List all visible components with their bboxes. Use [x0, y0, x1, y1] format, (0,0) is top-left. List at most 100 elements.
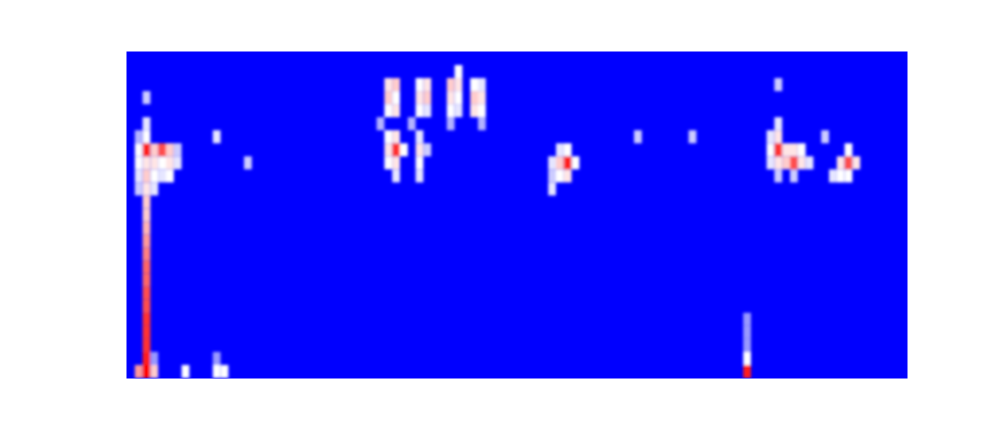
cell: [556, 169, 564, 182]
cell: [158, 156, 166, 169]
cell: [447, 117, 455, 130]
cell: [213, 365, 221, 378]
cell: [143, 91, 151, 104]
cell: [143, 235, 151, 248]
cell: [174, 156, 182, 169]
cell: [548, 156, 556, 169]
cell: [564, 156, 572, 169]
cell: [143, 117, 151, 130]
cell: [150, 156, 158, 169]
cell: [166, 169, 174, 182]
cell: [416, 91, 424, 104]
cell: [548, 169, 556, 182]
cell: [572, 156, 580, 169]
cell: [135, 169, 143, 182]
cell: [774, 143, 782, 156]
cell: [392, 104, 400, 117]
cell: [774, 130, 782, 143]
cell: [158, 169, 166, 182]
cell: [135, 365, 143, 378]
cell: [143, 261, 151, 274]
cells: [135, 65, 860, 378]
cell: [384, 130, 392, 143]
cell: [143, 365, 151, 378]
cell: [150, 182, 158, 195]
cell: [548, 182, 556, 195]
cell: [143, 208, 151, 221]
cell: [377, 117, 385, 130]
chart: [0, 0, 1008, 432]
cell: [455, 78, 463, 91]
cell: [174, 143, 182, 156]
cell: [767, 130, 775, 143]
cell: [143, 326, 151, 339]
cell: [150, 143, 158, 156]
cell: [392, 91, 400, 104]
cell: [782, 143, 790, 156]
cell: [143, 352, 151, 365]
cell: [455, 91, 463, 104]
cell: [150, 169, 158, 182]
cell: [689, 130, 697, 143]
cell: [774, 78, 782, 91]
cell: [408, 117, 416, 130]
cell: [416, 104, 424, 117]
cell: [166, 156, 174, 169]
cell: [221, 365, 229, 378]
cell: [447, 104, 455, 117]
cell: [384, 91, 392, 104]
cell: [135, 182, 143, 195]
cell: [392, 156, 400, 169]
cell: [143, 156, 151, 169]
cell: [143, 287, 151, 300]
cell: [143, 195, 151, 208]
cell: [743, 339, 751, 352]
cell: [470, 78, 478, 91]
cell: [774, 117, 782, 130]
cell: [143, 143, 151, 156]
cell: [564, 143, 572, 156]
cell: [143, 222, 151, 235]
cell: [743, 313, 751, 326]
cell: [556, 143, 564, 156]
cell: [400, 143, 408, 156]
cell: [852, 156, 860, 169]
cell: [143, 169, 151, 182]
cell: [384, 78, 392, 91]
cell: [634, 130, 642, 143]
cell: [798, 143, 806, 156]
cell: [158, 143, 166, 156]
cell: [447, 78, 455, 91]
cell: [782, 156, 790, 169]
cell: [790, 156, 798, 169]
cell: [392, 143, 400, 156]
cell: [798, 156, 806, 169]
cell: [470, 91, 478, 104]
cell: [478, 104, 486, 117]
cell: [143, 130, 151, 143]
cell: [743, 365, 751, 378]
cell: [143, 182, 151, 195]
cell: [244, 156, 252, 169]
cell: [478, 117, 486, 130]
cell: [743, 326, 751, 339]
cell: [423, 104, 431, 117]
cell: [384, 104, 392, 117]
cell: [845, 156, 853, 169]
cell-layer: [135, 65, 860, 378]
cell: [455, 65, 463, 78]
cell: [384, 156, 392, 169]
cell: [743, 352, 751, 365]
cell: [837, 156, 845, 169]
cell: [143, 248, 151, 261]
cell: [416, 78, 424, 91]
cell: [416, 156, 424, 169]
plot-area: [127, 52, 907, 378]
cell: [478, 91, 486, 104]
cell: [166, 143, 174, 156]
cell: [384, 143, 392, 156]
cell: [821, 130, 829, 143]
cell: [416, 169, 424, 182]
cell: [392, 130, 400, 143]
cell: [135, 156, 143, 169]
